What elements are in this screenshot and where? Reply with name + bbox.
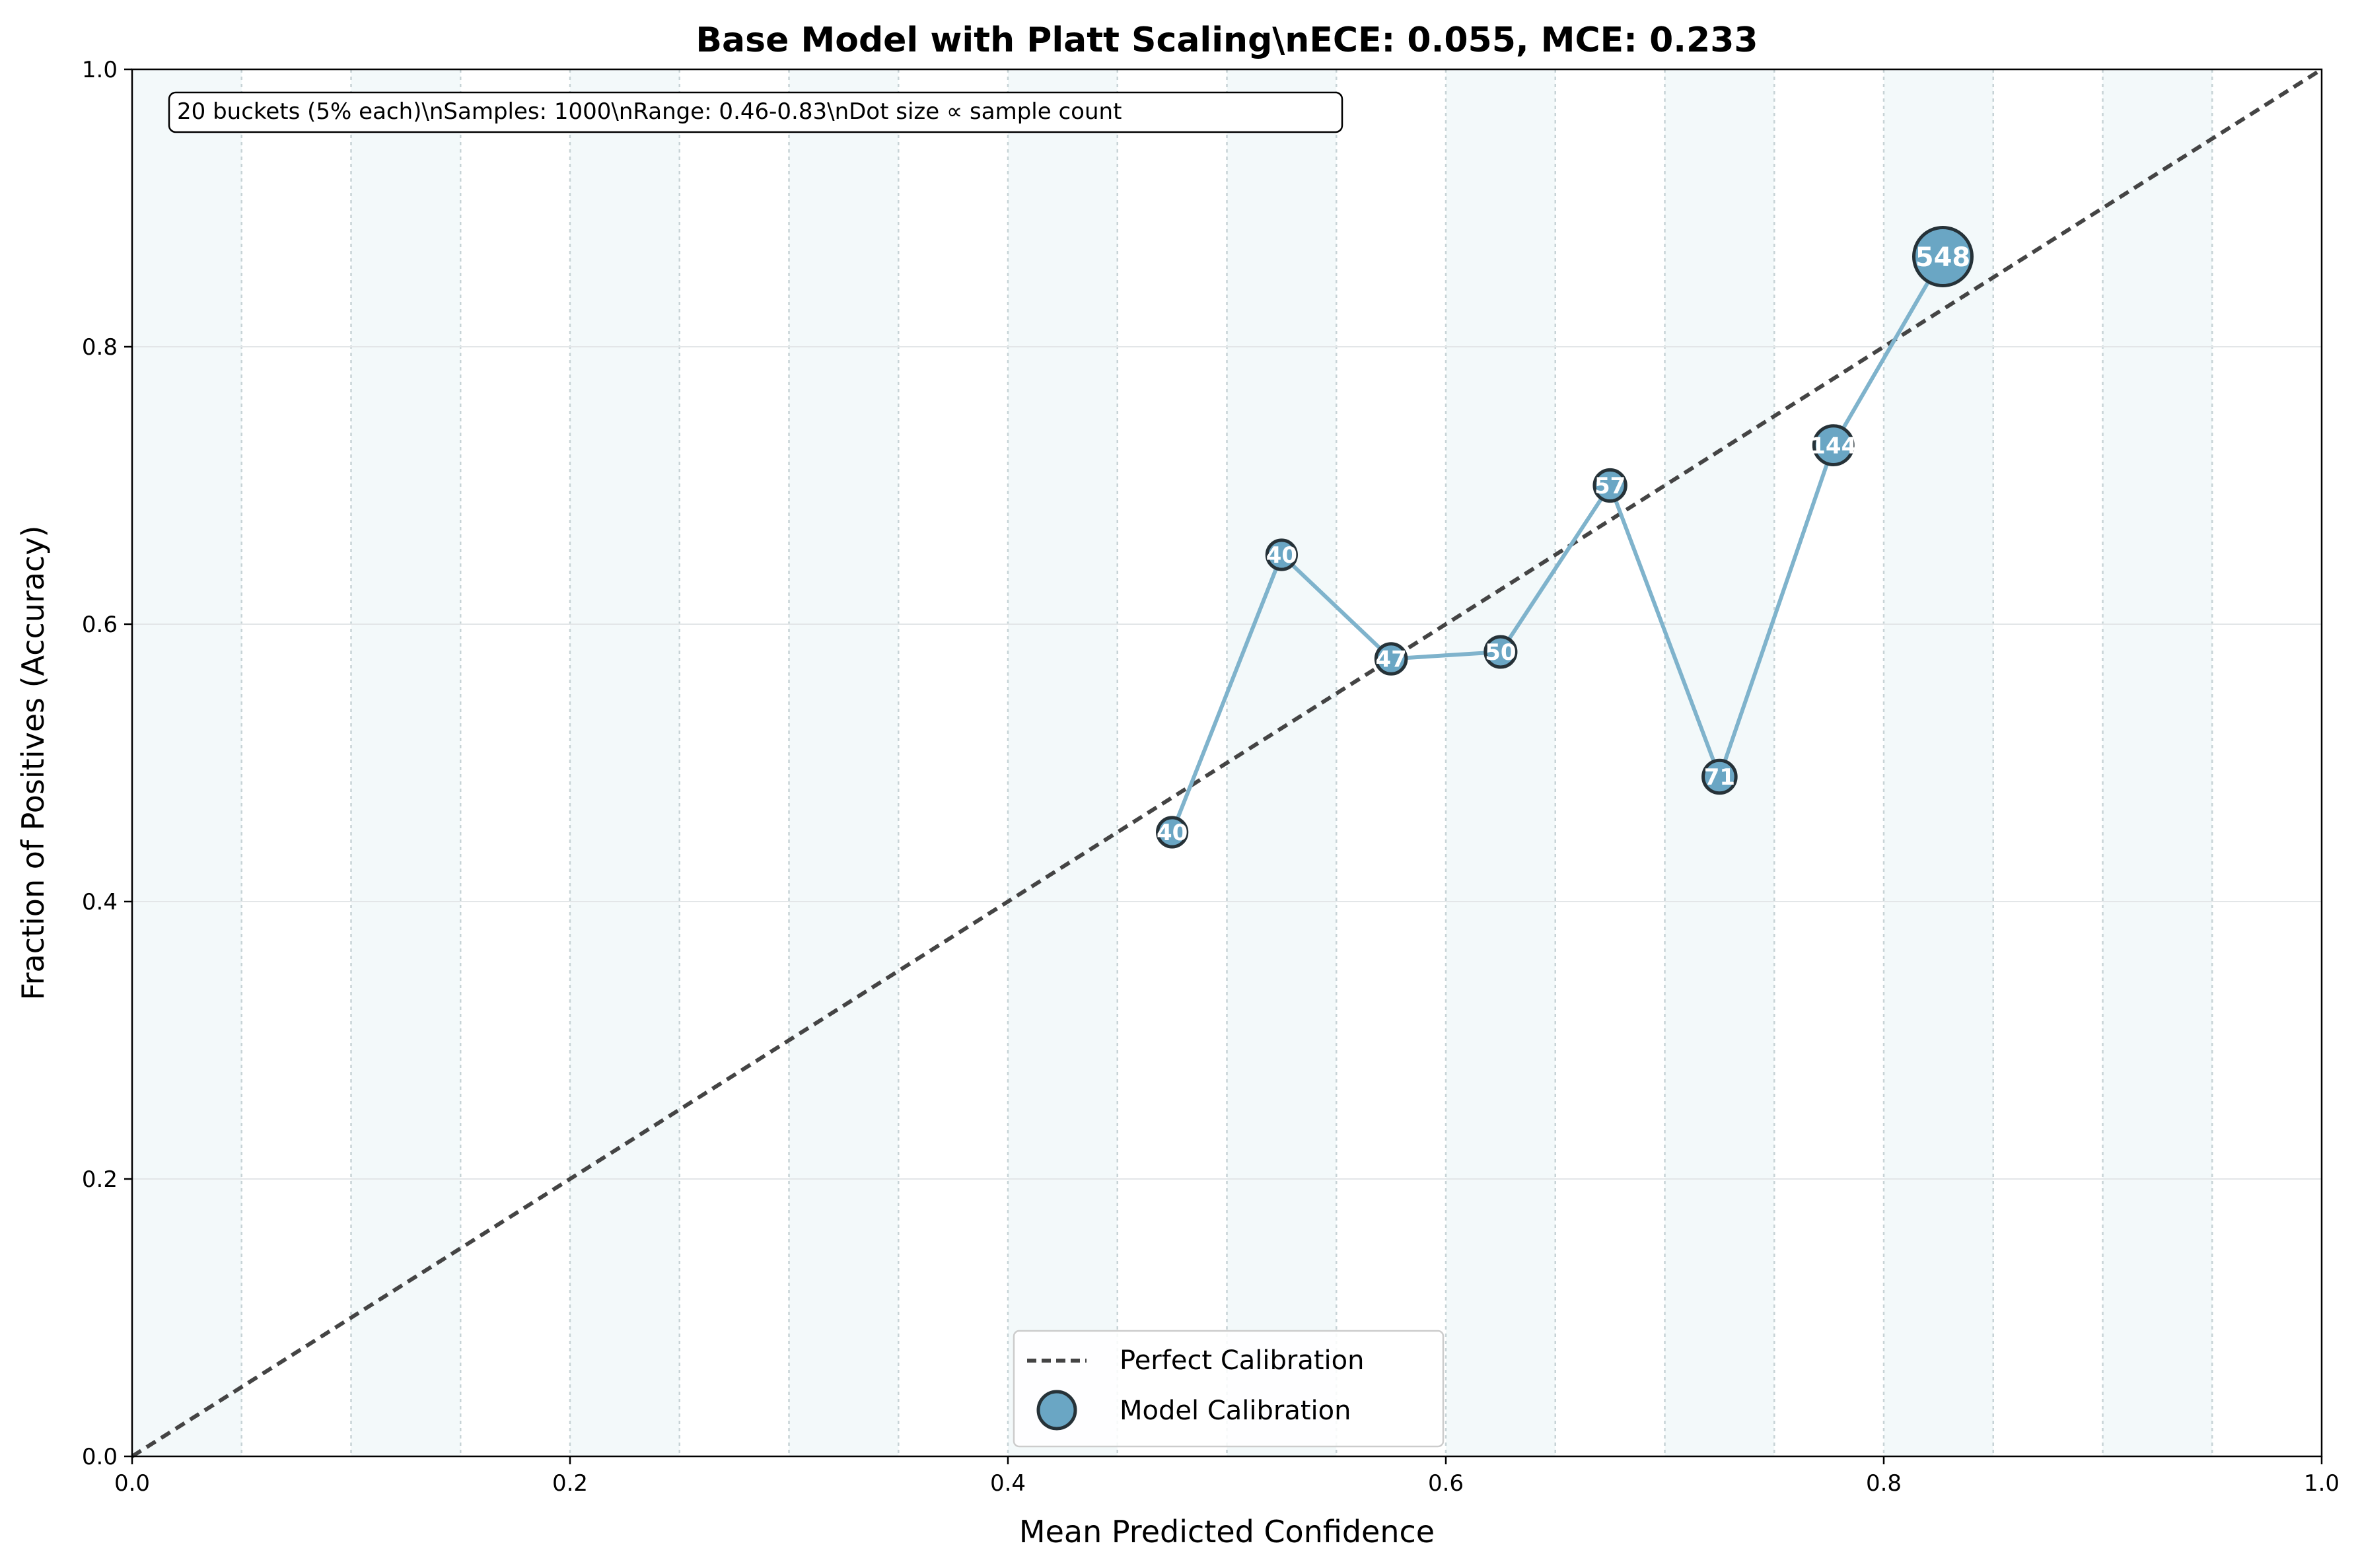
perfect-calibration-diagonal [131, 67, 2323, 1458]
data-label-4: 57 [1594, 473, 1626, 499]
bucket-band-12 [1446, 69, 1555, 1456]
data-point-1 [1265, 538, 1298, 571]
info-box-text: 20 buckets (5% each)\nSamples: 1000\nRan… [177, 98, 1122, 125]
x-tick-label-3: 0.6 [1428, 1470, 1464, 1497]
data-label-7: 548 [1915, 242, 1971, 273]
x-tick-label-4: 0.8 [1866, 1470, 1902, 1497]
y-tick-label-3: 0.6 [82, 612, 118, 638]
x-tick-label-1: 0.2 [552, 1470, 588, 1497]
data-label-2: 47 [1375, 647, 1406, 673]
info-box-frame [168, 91, 1343, 133]
bucket-band-10 [1227, 69, 1337, 1456]
bucket-bands [132, 69, 2213, 1456]
legend-frame [1013, 1330, 1445, 1448]
x-tick-label-5: 1.0 [2304, 1470, 2340, 1497]
y-tick-label-5: 1.0 [82, 57, 118, 83]
data-point-4 [1592, 468, 1627, 503]
data-point-7 [1912, 226, 1974, 287]
bucket-band-18 [2102, 69, 2213, 1456]
y-tick-label-4: 0.8 [82, 334, 118, 361]
x-tick-label-0: 0.0 [114, 1470, 150, 1497]
x-axis-ticks: 0.0 0.2 0.4 0.6 0.8 1.0 [114, 1456, 2340, 1497]
data-label-0: 40 [1157, 820, 1188, 846]
bucket-band-16 [1884, 69, 1993, 1456]
chart-title-line-1: Base Model with Platt Scaling\nECE: 0.05… [696, 20, 1758, 60]
y-axis-ticks: 0.0 0.2 0.4 0.6 0.8 1.0 [82, 57, 132, 1470]
y-tick-label-1: 0.2 [82, 1166, 118, 1193]
legend-model-calibration-swatch [1036, 1390, 1077, 1431]
model-calibration-series: 40 40 47 50 57 71 144 548 [1156, 226, 1974, 849]
y-tick-label-0: 0.0 [82, 1444, 118, 1470]
bucket-band-4 [570, 69, 680, 1456]
data-point-5 [1701, 758, 1738, 795]
bucket-band-2 [351, 69, 461, 1456]
legend-perfect-calibration-label: Perfect Calibration [1120, 1345, 1364, 1376]
data-label-1: 40 [1266, 542, 1297, 569]
data-point-2 [1374, 642, 1408, 676]
axes-frame [131, 68, 2323, 1458]
y-axis-label: Fraction of Positives (Accuracy) [15, 525, 51, 1000]
data-point-6 [1812, 424, 1855, 466]
series-line-0 [1170, 255, 1945, 834]
bucket-band-0 [132, 69, 242, 1456]
legend-model-calibration-label: Model Calibration [1120, 1396, 1351, 1426]
data-point-3 [1483, 635, 1518, 669]
data-label-6: 144 [1810, 433, 1857, 459]
data-label-3: 50 [1485, 639, 1516, 666]
perfect-calibration-line [131, 67, 2323, 1458]
y-tick-label-2: 0.4 [82, 889, 118, 915]
data-point-0 [1156, 816, 1189, 849]
x-axis-label: Mean Predicted Confidence [1019, 1514, 1435, 1550]
bucket-band-6 [789, 69, 899, 1456]
info-box: 20 buckets (5% each)\nSamples: 1000\nRan… [168, 91, 1343, 133]
data-label-5: 71 [1704, 764, 1735, 791]
x-tick-label-2: 0.4 [990, 1470, 1026, 1497]
bucket-band-8 [1008, 69, 1118, 1456]
legend: Perfect Calibration Model Calibration [1013, 1330, 1445, 1448]
